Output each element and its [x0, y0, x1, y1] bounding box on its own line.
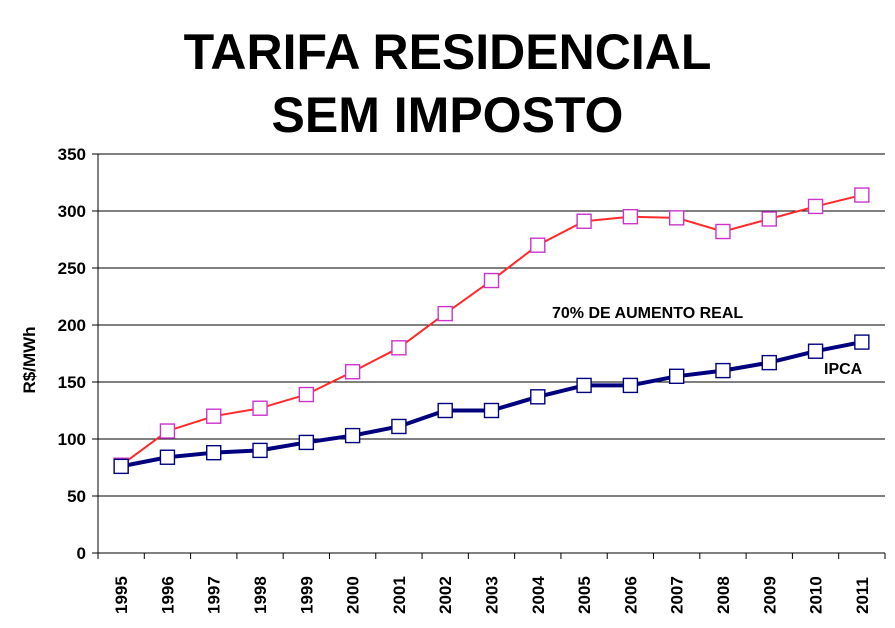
data-point-marker: [622, 377, 639, 394]
series-group: [113, 187, 870, 475]
x-tick-label: 2011: [853, 577, 872, 614]
x-tick-label: 1995: [112, 576, 131, 614]
data-point-marker: [113, 458, 129, 475]
annotation-ipca: IPCA: [824, 361, 863, 378]
y-tick-label: 300: [58, 202, 86, 221]
data-point-marker: [483, 272, 500, 289]
x-tick-label: 1996: [158, 576, 177, 614]
data-point-marker: [668, 210, 685, 226]
y-tick-labels: 0 50 100 150 200 250 300 350: [58, 145, 86, 563]
data-point-marker: [483, 402, 500, 419]
data-point-marker: [344, 427, 361, 444]
x-tick-label: 2000: [344, 576, 363, 614]
data-point-marker: [530, 237, 546, 253]
data-point-marker: [668, 368, 685, 384]
data-point-marker: [854, 334, 870, 350]
chart-title-line-1: TARIFA RESIDENCIAL: [183, 24, 712, 80]
x-tick-label: 2008: [714, 576, 733, 614]
x-tick-label: 2004: [529, 576, 548, 614]
data-point-marker: [391, 418, 407, 435]
x-tick-label: 2010: [807, 576, 826, 614]
x-tick-label: 2002: [436, 576, 455, 614]
data-point-marker: [391, 340, 407, 356]
y-tick-label: 200: [58, 316, 86, 335]
data-point-marker: [761, 211, 777, 227]
x-tick-label: 1998: [251, 576, 270, 614]
data-point-marker: [854, 187, 870, 203]
y-tick-label: 150: [58, 373, 86, 392]
x-tick-label: 2001: [390, 576, 409, 614]
data-point-marker: [807, 198, 824, 215]
x-tick-label: 1999: [297, 576, 316, 614]
data-point-marker: [576, 213, 592, 229]
y-tick-label: 0: [77, 544, 86, 563]
data-point-marker: [206, 444, 222, 461]
y-tick-label: 50: [67, 487, 86, 506]
data-point-marker: [298, 434, 315, 451]
x-tick-label: 2005: [575, 576, 594, 614]
data-point-marker: [344, 364, 361, 380]
chart-title-line-2: SEM IMPOSTO: [271, 87, 624, 143]
data-point-marker: [298, 386, 315, 403]
x-tick-labels: 1995 1996 1997 1998 1999 2000 2001 2002 2003 2004…: [112, 576, 872, 614]
data-point-marker: [715, 362, 731, 379]
grid-lines: [98, 153, 885, 497]
x-tick-label: 2009: [760, 576, 779, 614]
data-point-marker: [252, 400, 268, 416]
data-point-marker: [622, 208, 639, 225]
data-point-marker: [252, 442, 268, 459]
data-point-marker: [206, 408, 222, 424]
data-point-marker: [715, 223, 731, 240]
data-point-marker: [761, 354, 777, 371]
data-point-marker: [807, 343, 824, 359]
data-point-marker: [437, 402, 453, 419]
y-tick-label: 250: [58, 259, 86, 278]
series-line-1: [120, 194, 863, 467]
y-tick-label: 350: [58, 145, 86, 164]
y-tick-label: 100: [58, 430, 86, 449]
data-point-marker: [159, 449, 176, 465]
x-tick-label: 2006: [621, 576, 640, 614]
x-tick-label: 2003: [483, 576, 502, 614]
axes: [92, 153, 886, 559]
data-point-marker: [530, 389, 546, 405]
y-axis-label: R$/MWh: [20, 326, 39, 393]
annotation-real-increase: 70% DE AUMENTO REAL: [552, 305, 743, 322]
data-point-marker: [437, 305, 453, 322]
data-point-marker: [159, 423, 176, 439]
x-tick-label: 2007: [668, 576, 687, 614]
x-tick-label: 1997: [205, 576, 224, 614]
data-point-marker: [576, 377, 592, 394]
